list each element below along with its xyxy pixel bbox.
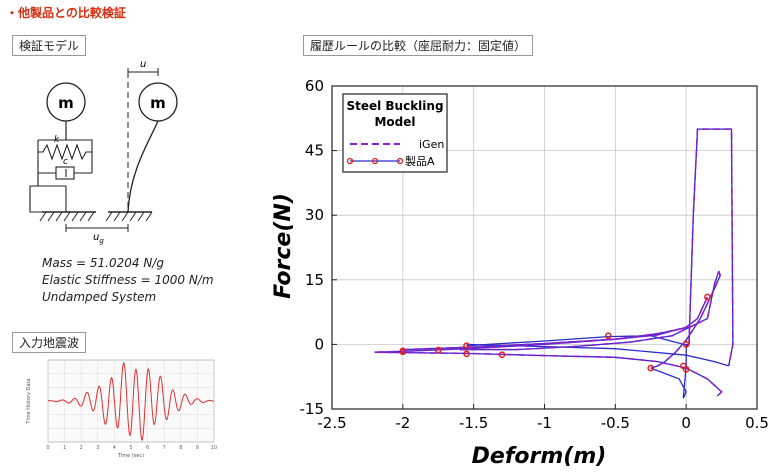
- ug-label: ug: [93, 232, 104, 245]
- ug-subscript: g: [99, 237, 104, 245]
- wave-x-tick-label: 2: [80, 445, 83, 451]
- x-tick-label: -0.5: [601, 414, 630, 432]
- legend-title-line2: Model: [374, 115, 415, 129]
- legend: Steel Buckling Model iGen 製品A: [342, 93, 448, 173]
- series-igen-line: [459, 270, 720, 351]
- series-igen-line: [650, 270, 722, 369]
- spring-k-label: k: [54, 135, 60, 145]
- u-label: u: [140, 59, 146, 70]
- wave-x-tick-label: 5: [129, 445, 132, 451]
- right-mass-circle: [138, 82, 178, 122]
- series-product-a-line: [374, 351, 723, 397]
- ug-main: u: [93, 232, 99, 243]
- wave-ylabel: Time History Data: [26, 378, 32, 424]
- series-product-a-line: [466, 343, 729, 367]
- series-product-a-marker: [399, 347, 407, 355]
- series-igen-line: [374, 351, 723, 397]
- wave-x-tick-label: 3: [96, 445, 99, 451]
- legend-marker-3: [396, 157, 404, 165]
- x-tick-label: -2.5: [317, 414, 346, 432]
- x-tick-label: -1.5: [459, 414, 488, 432]
- wave-x-ticks: 0 1 2 3 4 5 6 7 8 9 10: [46, 445, 217, 451]
- y-tick-label: 0: [314, 335, 324, 353]
- marker-layer: [399, 293, 711, 373]
- y-tick-label: -15: [300, 400, 325, 418]
- wave-x-tick-label: 0: [46, 445, 49, 451]
- legend-title-line1: Steel Buckling: [346, 99, 443, 113]
- damper-c-label: c: [63, 157, 68, 167]
- series-product-a-marker: [463, 350, 470, 358]
- deformed-column: [127, 120, 159, 213]
- x-tick-label: -2: [395, 414, 410, 432]
- legend-label-igen: iGen: [419, 138, 444, 151]
- wave-x-tick-label: 10: [211, 445, 217, 451]
- series-product-a-marker: [434, 346, 442, 354]
- tick-layer: -2.5 -2 -1.5 -1 -0.5 0 0.5 -15 0 15 30 45 60: [300, 77, 769, 432]
- wave-xlabel: Time (sec): [117, 453, 144, 459]
- series-product-a-line: [650, 270, 721, 369]
- series-igen-line: [688, 128, 734, 367]
- page-title: ・他製品との比較検証: [6, 6, 126, 20]
- y-tick-label: 30: [305, 206, 324, 224]
- y-tick-label: 45: [305, 142, 324, 160]
- series-product-a-marker: [647, 364, 655, 372]
- y-tick-label: 15: [305, 271, 324, 289]
- left-mass-label: m: [58, 94, 74, 112]
- series-product-a-line: [466, 335, 690, 347]
- x-axis-title: Deform(m): [472, 444, 607, 469]
- wave-x-tick-label: 6: [146, 445, 149, 451]
- series-product-a-marker: [604, 332, 612, 340]
- wave-x-tick-label: 4: [113, 445, 116, 451]
- x-tick-label: 0: [681, 414, 691, 432]
- sdof-model-diagram: m k c u m ug: [29, 59, 178, 245]
- legend-marker-2: [371, 157, 379, 165]
- x-tick-label: 0.5: [745, 414, 769, 432]
- series-product-a-marker: [498, 351, 506, 359]
- series-product-a-marker: [463, 342, 470, 350]
- wave-x-tick-label: 7: [163, 445, 166, 451]
- model-section-label: 検証モデル: [12, 35, 87, 56]
- series-product-a-marker: [682, 341, 690, 348]
- right-mass-label: m: [150, 94, 166, 112]
- right-ground-hatch: [105, 211, 153, 222]
- stiffness-text: Elastic Stiffness = 1000 N/m: [42, 273, 214, 287]
- legend-label-a: 製品A: [405, 154, 435, 168]
- y-tick-label: 60: [305, 77, 324, 95]
- damping-text: Undamped System: [42, 290, 157, 304]
- spring: [37, 139, 93, 161]
- hysteresis-section-label: 履歴ルールの比較（座屈耐力：固定値）: [303, 35, 534, 56]
- wave-section-label: 入力地震波: [12, 332, 87, 353]
- series-product-a-marker: [704, 293, 711, 301]
- legend-box: [342, 93, 448, 173]
- series-igen-line: [402, 326, 690, 351]
- left-ground-hatch: [39, 211, 95, 222]
- y-axis-title: Force(N): [271, 193, 296, 299]
- wave-line: [47, 361, 215, 442]
- wave-x-tick-label: 1: [63, 445, 66, 451]
- wave-x-tick-label: 8: [179, 445, 182, 451]
- series-product-a-line: [650, 367, 687, 399]
- mass-text: Mass = 51.0204 N/g: [42, 256, 164, 270]
- series-product-a-marker: [682, 366, 690, 373]
- series-layer: [374, 128, 734, 399]
- x-tick-label: -1: [537, 414, 552, 432]
- input-wave-chart: Time History Data 0 1 2 3 4 5 6 7 8 9 10 Time (sec…: [26, 359, 217, 459]
- legend-marker-1: [346, 157, 354, 165]
- wave-x-tick-label: 9: [196, 445, 199, 451]
